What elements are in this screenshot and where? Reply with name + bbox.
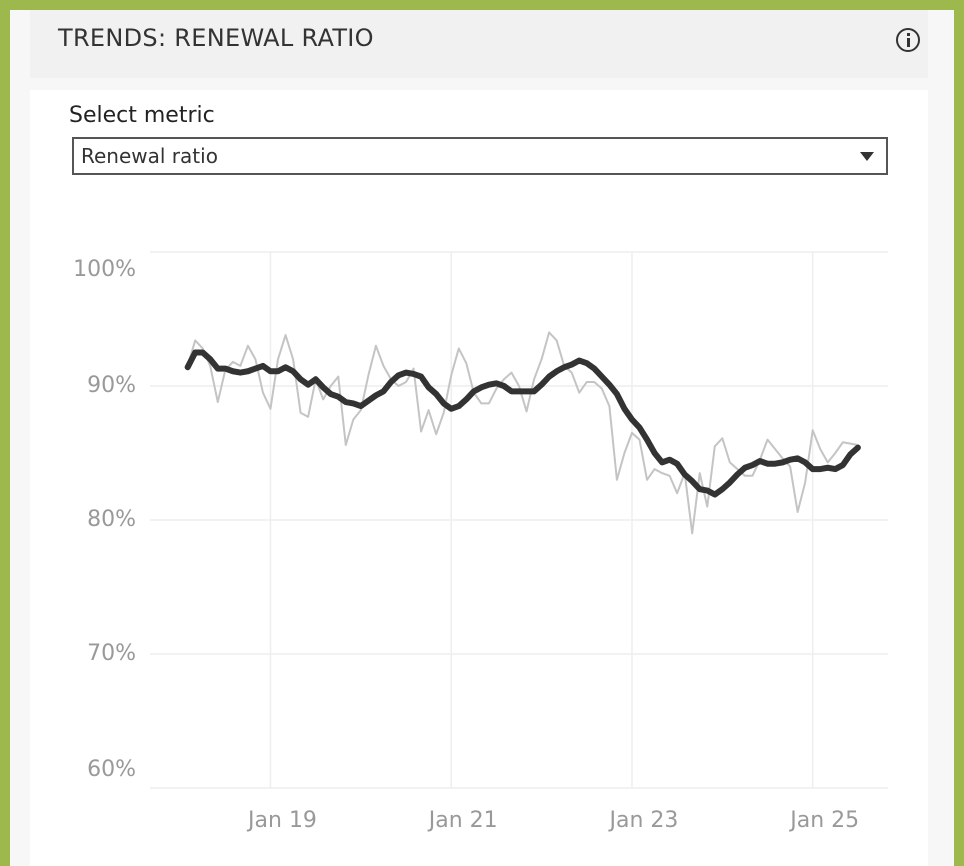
select-label: Select metric [69, 103, 215, 128]
y-tick-label: 70% [87, 641, 136, 666]
dropdown-caret [860, 152, 874, 161]
series-line [184, 349, 861, 498]
y-tick-label: 80% [87, 507, 136, 532]
select-value: Renewal ratio [81, 144, 218, 168]
widget-title: TRENDS: RENEWAL RATIO [58, 24, 374, 52]
y-tick-label: 100% [73, 257, 136, 282]
panel: Select metric Renewal ratio [30, 90, 928, 866]
header: TRENDS: RENEWAL RATIO [30, 10, 928, 78]
widget: TRENDS: RENEWAL RATIO Select metric Rene… [10, 10, 954, 866]
x-tick-label: Jan 23 [608, 808, 679, 833]
info-icon[interactable] [896, 28, 920, 52]
x-tick-label: Jan 25 [788, 808, 859, 833]
series-line [186, 331, 859, 535]
y-tick-label: 90% [87, 373, 136, 398]
x-tick-label: Jan 21 [427, 808, 498, 833]
y-tick-label: 60% [87, 757, 136, 782]
x-tick-label: Jan 19 [246, 808, 317, 833]
metric-dropdown[interactable]: Renewal ratio [72, 137, 888, 175]
